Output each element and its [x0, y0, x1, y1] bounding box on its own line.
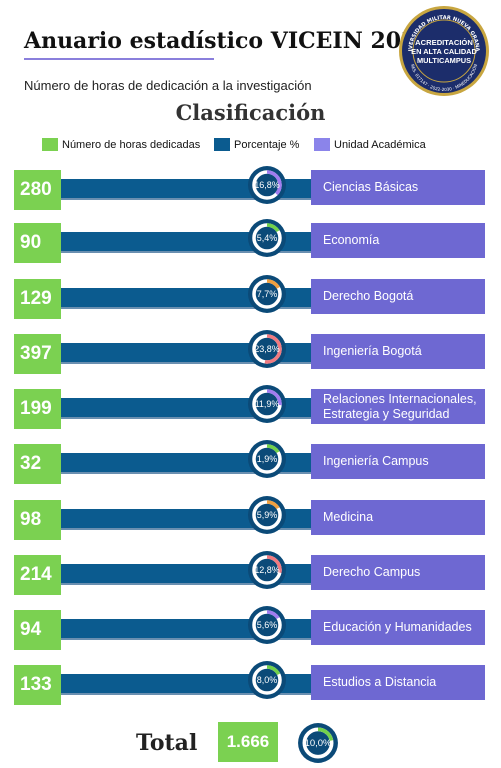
total-label: Total: [136, 730, 198, 756]
chart-legend: Número de horas dedicadas Porcentaje % U…: [0, 138, 501, 154]
unit-label: Medicina: [311, 500, 485, 535]
table-row: 214 Derecho Campus 12,8%: [0, 551, 501, 599]
percent-bar-shadow: [61, 583, 311, 585]
seal-line-3: MULTICAMPUS: [417, 56, 471, 65]
percent-label: 7,7%: [256, 289, 278, 299]
total-percent-donut: [298, 723, 338, 763]
page-subtitle: Número de horas de dedicación a la inves…: [24, 78, 312, 93]
donut-arc: [252, 279, 282, 309]
table-row: 94 Educación y Humanidades 5,6%: [0, 606, 501, 654]
hours-value: 98: [14, 500, 61, 540]
percent-donut: [248, 166, 286, 204]
legend-swatch-unit: [314, 138, 330, 151]
hours-value: 133: [14, 665, 61, 705]
page-title: Anuario estadístico VICEIN 2023: [24, 28, 432, 54]
table-row: 90 Economía 5,4%: [0, 219, 501, 267]
percent-bar-shadow: [61, 307, 311, 309]
hours-value: 90: [14, 223, 61, 263]
table-row: 32 Ingeniería Campus 1,9%: [0, 440, 501, 488]
donut-arc: [252, 334, 282, 364]
hours-value: 280: [14, 170, 61, 210]
percent-bar-shadow: [61, 693, 311, 695]
percent-label: 5,9%: [256, 510, 278, 520]
unit-label: Economía: [311, 223, 485, 258]
table-row: 98 Medicina 5,9%: [0, 496, 501, 544]
legend-label-percent: Porcentaje %: [234, 138, 300, 151]
donut-arc: [252, 555, 282, 585]
legend-swatch-hours: [42, 138, 58, 151]
table-row: 397 Ingeniería Bogotá 23,8%: [0, 330, 501, 378]
legend-item-hours: Número de horas dedicadas: [42, 138, 200, 151]
legend-label-unit: Unidad Académica: [334, 138, 426, 151]
accreditation-seal-icon: UNIVERSIDAD MILITAR NUEVA GRANADA RES. 0…: [398, 5, 489, 96]
percent-donut: [248, 440, 286, 478]
percent-label: 5,4%: [256, 233, 278, 243]
total-percent-label: 10,0%: [304, 737, 332, 749]
legend-swatch-percent: [214, 138, 230, 151]
percent-bar-shadow: [61, 638, 311, 640]
percent-label: 16,8%: [254, 180, 280, 190]
donut-arc: [252, 665, 282, 695]
donut-arc: [252, 223, 282, 253]
unit-label: Relaciones Internacionales, Estrategia y…: [311, 389, 485, 424]
donut-arc: [252, 389, 282, 419]
total-hours: 1.666: [218, 722, 278, 762]
donut-arc: [252, 610, 282, 640]
legend-item-unit: Unidad Académica: [314, 138, 426, 151]
table-row: 280 Ciencias Básicas 16,8%: [0, 166, 501, 214]
donut-arc: [252, 500, 282, 530]
unit-label: Estudios a Distancia: [311, 665, 485, 700]
hours-value: 199: [14, 389, 61, 429]
percent-bar-shadow: [61, 251, 311, 253]
percent-label: 5,6%: [256, 620, 278, 630]
percent-label: 23,8%: [254, 344, 280, 354]
percent-label: 1,9%: [256, 454, 278, 464]
hours-value: 129: [14, 279, 61, 319]
donut-arc: [252, 444, 282, 474]
table-row: 129 Derecho Bogotá 7,7%: [0, 275, 501, 323]
percent-bar-shadow: [61, 528, 311, 530]
hours-value: 397: [14, 334, 61, 374]
percent-label: 8,0%: [256, 675, 278, 685]
percent-donut: [248, 496, 286, 534]
percent-donut: [248, 551, 286, 589]
percent-donut: [248, 661, 286, 699]
percent-donut: [248, 275, 286, 313]
seal-line-2: EN ALTA CALIDAD: [411, 47, 477, 56]
legend-item-percent: Porcentaje %: [214, 138, 299, 151]
table-row: 133 Estudios a Distancia 8,0%: [0, 661, 501, 709]
title-underline: [24, 58, 214, 60]
hours-value: 94: [14, 610, 61, 650]
unit-label: Ingeniería Campus: [311, 444, 485, 479]
percent-donut: [248, 219, 286, 257]
hours-value: 32: [14, 444, 61, 484]
percent-bar-shadow: [61, 472, 311, 474]
percent-donut: [248, 330, 286, 368]
percent-bar-shadow: [61, 198, 311, 200]
percent-donut: [248, 606, 286, 644]
seal-line-1: ACREDITACIÓN: [415, 38, 473, 47]
percent-label: 11,9%: [254, 399, 280, 409]
unit-label: Derecho Bogotá: [311, 279, 485, 314]
donut-arc: [302, 727, 334, 759]
donut-arc: [252, 170, 282, 200]
unit-label: Ciencias Básicas: [311, 170, 485, 205]
percent-bar-shadow: [61, 417, 311, 419]
unit-label: Educación y Humanidades: [311, 610, 485, 645]
hours-value: 214: [14, 555, 61, 595]
table-row: 199 Relaciones Internacionales, Estrateg…: [0, 385, 501, 433]
unit-label: Derecho Campus: [311, 555, 485, 590]
unit-label: Ingeniería Bogotá: [311, 334, 485, 369]
percent-label: 12,8%: [254, 565, 280, 575]
percent-donut: [248, 385, 286, 423]
chart-title: Clasificación: [175, 100, 326, 125]
legend-label-hours: Número de horas dedicadas: [62, 138, 201, 151]
percent-bar-shadow: [61, 362, 311, 364]
